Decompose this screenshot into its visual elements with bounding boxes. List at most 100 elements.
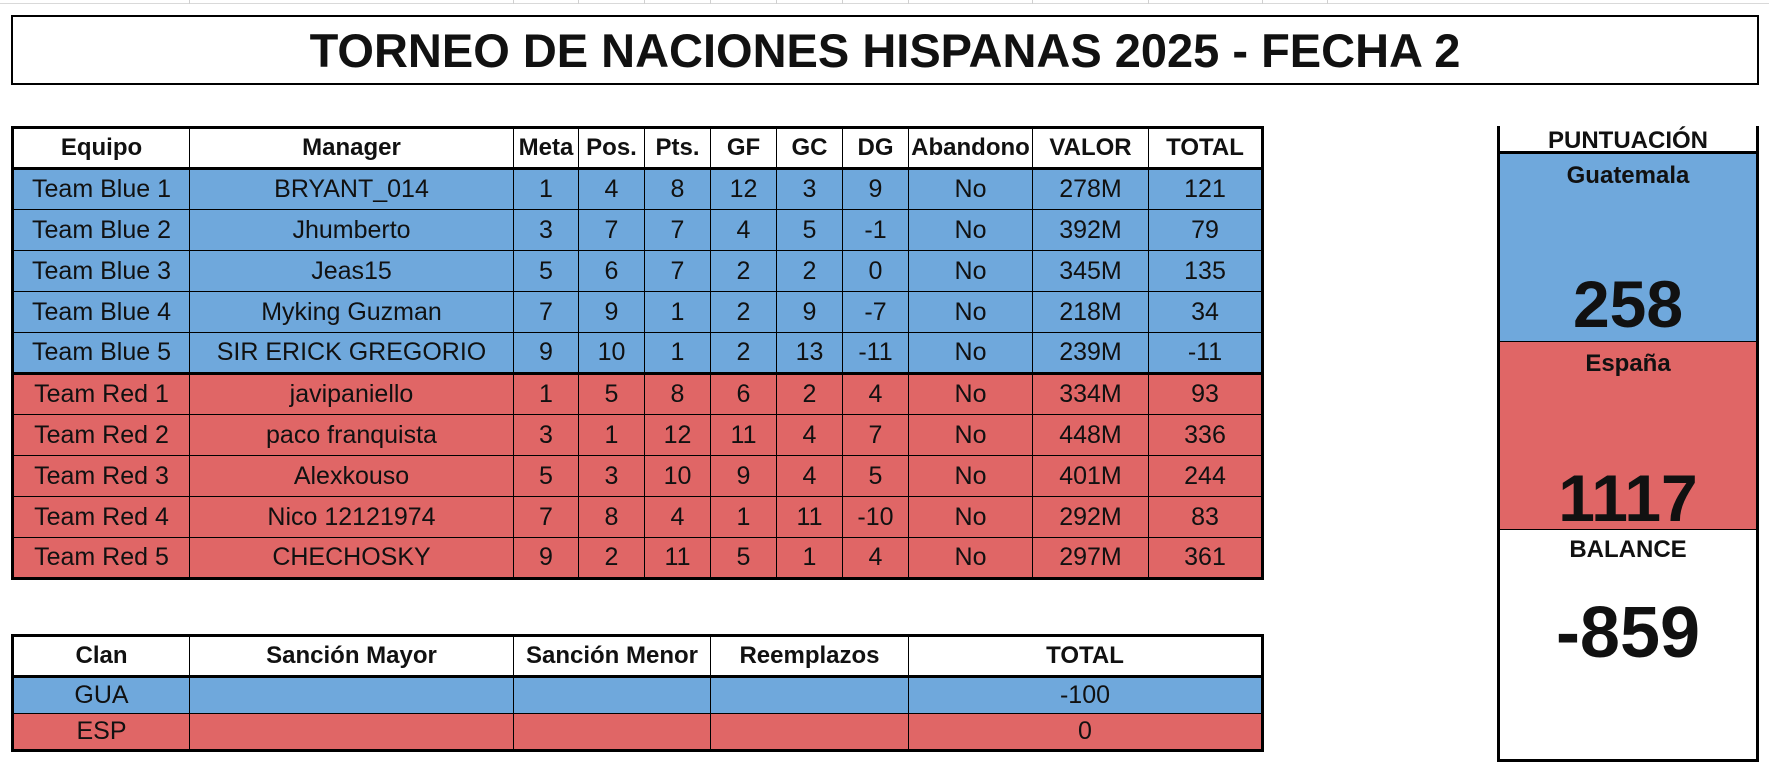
column-gridline <box>513 0 514 4</box>
table-cell: 93 <box>1148 372 1263 415</box>
table-cell: Team Red 5 <box>12 537 190 579</box>
table-cell <box>189 676 514 714</box>
table-cell: 10 <box>644 455 711 497</box>
table-cell: 297M <box>1032 537 1149 579</box>
table-cell: No <box>908 455 1033 497</box>
column-header: Pos. <box>578 127 645 170</box>
balance-value: -859 <box>1555 593 1701 673</box>
table-cell: 8 <box>578 496 645 538</box>
espana-score: 1117 <box>1558 461 1698 535</box>
team-row: Team Red 3 Alexkouso 5 3 10 9 4 5 No 401M 244 <box>12 455 1263 497</box>
table-cell: 6 <box>710 372 777 415</box>
column-gridline <box>842 0 843 4</box>
table-cell: 1 <box>776 537 843 579</box>
table-cell: No <box>908 291 1033 333</box>
table-cell: 5 <box>513 455 579 497</box>
sheet-top-gridline <box>0 3 1769 4</box>
column-header: TOTAL <box>1148 127 1263 170</box>
balance-box: BALANCE -859 <box>1500 530 1756 759</box>
table-cell: 4 <box>644 496 711 538</box>
table-cell: 1 <box>513 168 579 210</box>
column-header: DG <box>842 127 909 170</box>
table-cell: 4 <box>776 414 843 456</box>
table-cell: 3 <box>513 414 579 456</box>
column-header: TOTAL <box>908 635 1263 678</box>
column-header: GC <box>776 127 843 170</box>
column-gridline <box>189 0 190 4</box>
table-cell: SIR ERICK GREGORIO <box>189 332 514 374</box>
espana-score-box: España 1117 <box>1500 342 1756 535</box>
table-cell <box>513 676 711 714</box>
column-header: Meta <box>513 127 579 170</box>
table-cell: 10 <box>578 332 645 374</box>
team-row: Team Red 5 CHECHOSKY 9 2 11 5 1 4 No 297M 361 <box>12 537 1263 579</box>
table-cell: 3 <box>578 455 645 497</box>
table-cell: No <box>908 414 1033 456</box>
penalty-table: Clan Sanción Mayor Sanción Menor Reemplazos… <box>11 634 1264 752</box>
guatemala-score: 258 <box>1572 267 1684 341</box>
team-row: Team Red 4 Nico 12121974 7 8 4 1 11 -10 No 292M 83 <box>12 496 1263 538</box>
table-cell: 336 <box>1148 414 1263 456</box>
table-cell: 3 <box>513 209 579 251</box>
table-cell: 1 <box>513 372 579 415</box>
guatemala-score-box: Guatemala 258 <box>1500 154 1756 342</box>
table-cell: Team Blue 1 <box>12 168 190 210</box>
team-row: Team Red 2 paco franquista 3 1 12 11 4 7 No 448M 3… <box>12 414 1263 456</box>
page-title: TORNEO DE NACIONES HISPANAS 2025 - FECHA… <box>11 15 1759 85</box>
table-cell: Jhumberto <box>189 209 514 251</box>
table-cell: 9 <box>513 332 579 374</box>
column-gridline <box>908 0 909 4</box>
column-gridline <box>578 0 579 4</box>
column-gridline <box>1032 0 1033 4</box>
clan-row: ESP 0 <box>12 713 1263 751</box>
table-cell: Nico 12121974 <box>189 496 514 538</box>
column-gridline <box>1148 0 1149 4</box>
team-row: Team Red 1 javipaniello 1 5 8 6 2 4 No 334M 93 <box>12 372 1263 415</box>
team-row: Team Blue 2 Jhumberto 3 7 7 4 5 -1 No 392M 79 <box>12 209 1263 251</box>
results-table: Equipo Manager Meta Pos. Pts. GF GC DG Abandono V… <box>11 126 1264 580</box>
table-cell: 11 <box>644 537 711 579</box>
table-cell: 121 <box>1148 168 1263 210</box>
table-cell: 4 <box>578 168 645 210</box>
table-cell: GUA <box>12 676 190 714</box>
table-cell <box>710 676 909 714</box>
table-cell: 4 <box>842 537 909 579</box>
table-cell: 392M <box>1032 209 1149 251</box>
table-cell: 13 <box>776 332 843 374</box>
table-cell: 9 <box>842 168 909 210</box>
table-cell: 3 <box>776 168 843 210</box>
team-row: Team Blue 3 Jeas15 5 6 7 2 2 0 No 345M 135 <box>12 250 1263 292</box>
table-cell: 12 <box>644 414 711 456</box>
table-cell: 5 <box>578 372 645 415</box>
table-cell: 1 <box>578 414 645 456</box>
table-cell: 2 <box>776 250 843 292</box>
table-cell: 292M <box>1032 496 1149 538</box>
table-cell: Team Red 2 <box>12 414 190 456</box>
table-cell: 9 <box>513 537 579 579</box>
table-cell: -7 <box>842 291 909 333</box>
table-cell: 244 <box>1148 455 1263 497</box>
table-cell: 7 <box>842 414 909 456</box>
table-cell: No <box>908 168 1033 210</box>
table-cell: Team Blue 5 <box>12 332 190 374</box>
table-cell: -11 <box>842 332 909 374</box>
column-header: GF <box>710 127 777 170</box>
table-cell: 83 <box>1148 496 1263 538</box>
team-row: Team Blue 4 Myking Guzman 7 9 1 2 9 -7 No 218M 34 <box>12 291 1263 333</box>
table-cell <box>189 713 514 751</box>
table-cell: 135 <box>1148 250 1263 292</box>
table-cell: Team Blue 4 <box>12 291 190 333</box>
table-cell: No <box>908 496 1033 538</box>
column-gridline <box>1327 0 1328 4</box>
column-gridline <box>710 0 711 4</box>
table-cell: 401M <box>1032 455 1149 497</box>
table-cell: BRYANT_014 <box>189 168 514 210</box>
column-header: Abandono <box>908 127 1033 170</box>
table-cell: Team Red 3 <box>12 455 190 497</box>
column-header: Clan <box>12 635 190 678</box>
table-cell: Team Blue 2 <box>12 209 190 251</box>
table-cell: Myking Guzman <box>189 291 514 333</box>
table-cell: Alexkouso <box>189 455 514 497</box>
table-cell: 239M <box>1032 332 1149 374</box>
table-cell: No <box>908 332 1033 374</box>
